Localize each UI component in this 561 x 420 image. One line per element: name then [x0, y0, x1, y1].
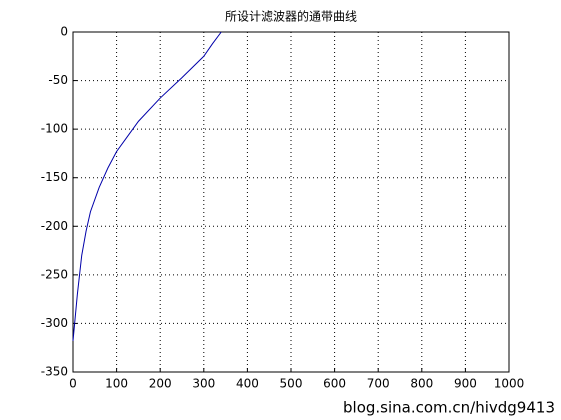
x-tick-label: 1000: [494, 377, 525, 391]
x-tick-label: 700: [367, 377, 390, 391]
x-tick-label: 900: [454, 377, 477, 391]
watermark: blog.sina.com.cn/hivdg9413: [343, 399, 555, 417]
x-tick-label: 200: [149, 377, 172, 391]
x-tick-label: 300: [192, 377, 215, 391]
chart-title: 所设计滤波器的通带曲线: [225, 9, 357, 24]
y-tick-label: -350: [41, 365, 68, 379]
y-tick-label: 0: [60, 25, 68, 39]
x-tick-label: 100: [105, 377, 128, 391]
x-tick-label: 0: [69, 377, 77, 391]
y-tick-label: -150: [41, 170, 68, 184]
y-tick-label: -50: [48, 73, 68, 87]
x-tick-label: 800: [410, 377, 433, 391]
y-tick-label: -200: [41, 219, 68, 233]
y-tick-label: -250: [41, 267, 68, 281]
data-line: [72, 31, 222, 341]
plot-frame: [72, 31, 510, 373]
x-tick-label: 600: [323, 377, 346, 391]
y-tick-label: -300: [41, 316, 68, 330]
x-tick-label: 400: [236, 377, 259, 391]
y-tick-label: -100: [41, 122, 68, 136]
x-tick-label: 500: [280, 377, 303, 391]
